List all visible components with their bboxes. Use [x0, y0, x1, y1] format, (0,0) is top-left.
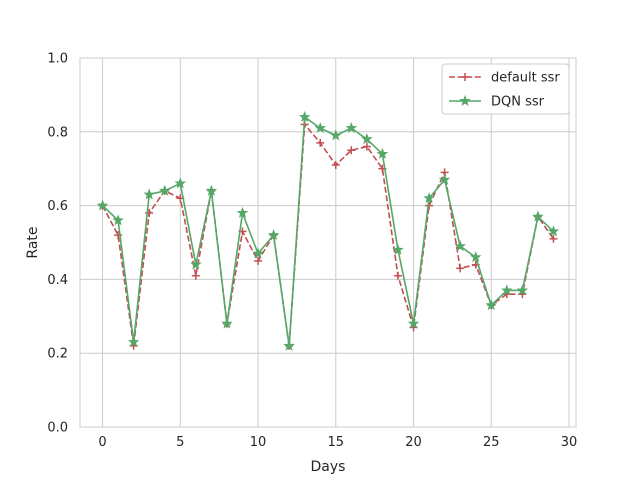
data-point-dqn-ssr	[298, 110, 311, 122]
series-layer	[96, 110, 560, 351]
data-point-dqn-ssr	[423, 192, 435, 204]
y-axis-ticks: 0.0 0.2 0.4 0.6 0.8 1.0	[47, 52, 68, 436]
x-axis-ticks: 0 5 10 15 20 25 30	[98, 435, 577, 450]
data-point-dqn-ssr	[283, 339, 295, 351]
data-point-dqn-ssr	[485, 299, 498, 311]
data-point-dqn-ssr	[361, 133, 373, 145]
data-point-dqn-ssr	[438, 173, 451, 185]
data-point-dqn-ssr	[454, 240, 466, 252]
x-tick-label: 5	[176, 435, 184, 450]
y-tick-label: 0.6	[47, 199, 68, 214]
data-point-dqn-ssr	[158, 184, 171, 196]
series-dqn-ssr	[96, 110, 560, 351]
data-point-dqn-ssr	[236, 206, 249, 218]
data-point-default-ssr	[254, 256, 263, 265]
series-default-ssr	[98, 120, 558, 350]
x-tick-label: 20	[405, 435, 422, 450]
data-point-dqn-ssr	[221, 317, 233, 329]
x-tick-label: 0	[98, 435, 106, 450]
y-tick-label: 0.4	[47, 273, 68, 288]
y-tick-label: 1.0	[47, 52, 68, 67]
data-point-dqn-ssr	[532, 210, 544, 222]
plot-area-frame	[79, 57, 577, 428]
x-tick-label: 30	[561, 435, 578, 450]
data-point-default-ssr	[191, 271, 200, 280]
data-point-dqn-ssr	[407, 317, 420, 329]
data-point-dqn-ssr	[516, 284, 529, 296]
data-point-dqn-ssr	[345, 122, 358, 134]
data-point-dqn-ssr	[143, 188, 155, 200]
data-point-dqn-ssr	[174, 177, 187, 189]
legend-marker-default-ssr	[461, 73, 469, 81]
data-point-dqn-ssr	[501, 284, 513, 296]
x-tick-label: 10	[250, 435, 267, 450]
data-point-dqn-ssr	[314, 122, 326, 134]
data-point-dqn-ssr	[127, 336, 140, 348]
data-point-dqn-ssr	[190, 258, 202, 270]
legend: default ssr DQN ssr	[441, 63, 570, 115]
data-point-default-ssr	[362, 142, 371, 151]
y-tick-label: 0.2	[47, 347, 68, 362]
legend-label-dqn-ssr: DQN ssr	[491, 95, 545, 110]
data-point-dqn-ssr	[547, 225, 560, 237]
data-point-default-ssr	[347, 146, 356, 155]
data-point-default-ssr	[316, 138, 325, 147]
y-tick-label: 0.8	[47, 125, 68, 140]
data-point-dqn-ssr	[392, 243, 404, 255]
x-tick-label: 25	[483, 435, 500, 450]
legend-marker-dqn-ssr	[459, 94, 471, 106]
series-line-default-ssr	[101, 123, 555, 347]
data-point-default-ssr	[331, 161, 340, 170]
data-point-dqn-ssr	[376, 147, 389, 159]
data-point-dqn-ssr	[96, 199, 109, 211]
data-point-default-ssr	[456, 264, 465, 273]
series-line-dqn-ssr	[101, 116, 555, 347]
data-point-dqn-ssr	[112, 214, 124, 226]
data-point-default-ssr	[393, 271, 402, 280]
data-point-dqn-ssr	[267, 229, 280, 241]
legend-label-default-ssr: default ssr	[491, 71, 560, 86]
data-point-default-ssr	[549, 234, 558, 243]
data-point-dqn-ssr	[252, 247, 264, 259]
x-tick-label: 15	[328, 435, 345, 450]
y-axis-label: Rate	[25, 226, 41, 258]
y-tick-label: 0.0	[47, 421, 68, 436]
x-axis-label: Days	[311, 459, 346, 475]
data-point-dqn-ssr	[330, 129, 342, 141]
data-point-dqn-ssr	[205, 184, 218, 196]
data-point-dqn-ssr	[469, 251, 482, 263]
